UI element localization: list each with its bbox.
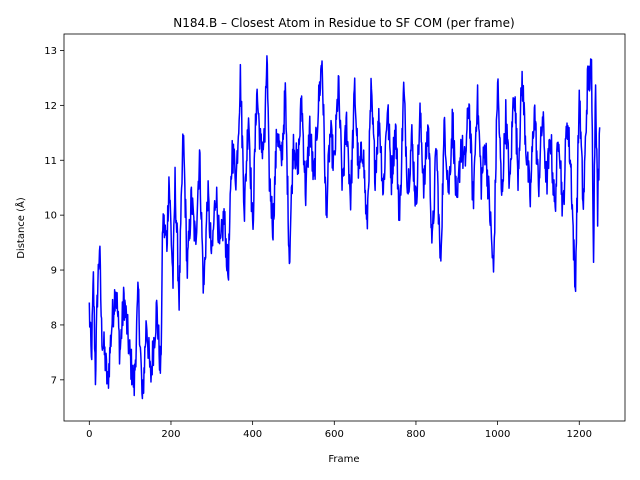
x-tick-label: 800: [406, 429, 425, 440]
y-tick-label: 11: [44, 156, 57, 167]
x-tick-label: 600: [325, 429, 344, 440]
y-axis-label: Distance (Å): [14, 197, 27, 259]
x-tick-label: 200: [161, 429, 180, 440]
y-tick-label: 8: [51, 320, 57, 331]
x-axis: 0 200 400 600 800 1000 1200: [86, 421, 592, 440]
plot-frame: [63, 33, 626, 422]
series-line: [88, 55, 601, 400]
y-tick-label: 13: [44, 46, 57, 57]
chart-title: N184.B – Closest Atom in Residue to SF C…: [173, 16, 514, 30]
y-tick-label: 7: [51, 375, 57, 386]
y-tick-label: 10: [44, 211, 57, 222]
plot-area: [88, 55, 601, 400]
y-tick-label: 12: [44, 101, 57, 112]
y-axis: 7 8 9 10 11 12 13: [44, 46, 64, 386]
x-axis-label: Frame: [328, 454, 359, 465]
x-tick-label: 1000: [485, 429, 510, 440]
x-tick-label: 1200: [567, 429, 592, 440]
x-tick-label: 0: [86, 429, 92, 440]
y-tick-label: 9: [51, 266, 57, 277]
x-tick-label: 400: [243, 429, 262, 440]
